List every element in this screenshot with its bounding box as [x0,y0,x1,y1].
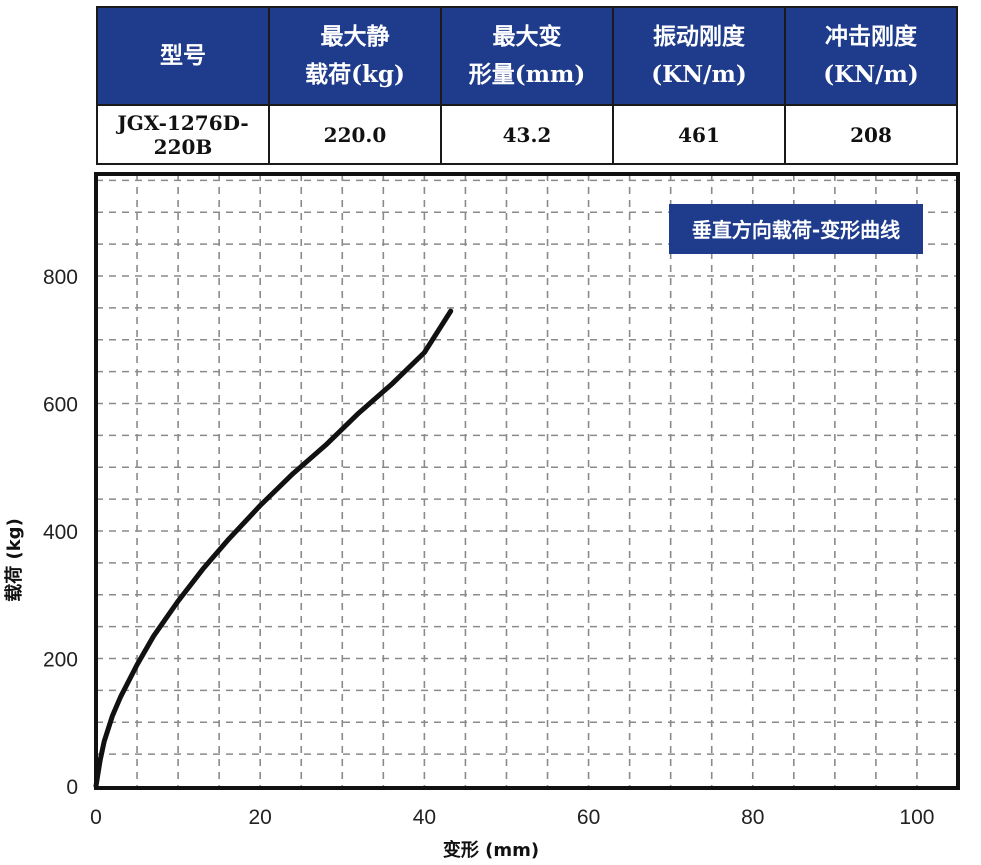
load-deformation-curve [93,308,454,789]
header-impact-stiffness-line2: (KN/m) [823,61,919,88]
header-impact-stiffness: 冲击刚度 (KN/m) [784,6,958,106]
header-vibration-stiffness: 振动刚度 (KN/m) [612,6,786,106]
header-max-static-load-line1: 最大静 [320,23,390,50]
header-vibration-stiffness-line2: (KN/m) [651,61,747,88]
header-max-deformation-line2: 形量(mm) [468,61,586,88]
chart-title: 垂直方向载荷-变形曲线 [692,218,900,242]
x-tick-label: 80 [741,806,764,829]
y-tick-label: 600 [43,394,78,417]
grid [96,174,958,786]
header-max-static-load-line2: 载荷(kg) [305,61,405,88]
value-max-deformation: 43.2 [440,104,614,165]
x-tick-label: 60 [577,806,600,829]
x-tick-label: 40 [413,806,436,829]
x-tick-label: 0 [90,806,102,829]
value-vibration-stiffness: 461 [612,104,786,165]
chart-title-background [669,204,923,254]
y-tick-label: 200 [43,649,78,672]
x-tick-label: 20 [249,806,272,829]
spec-table-value-row: JGX-1276D-220B 220.0 43.2 461 208 [96,104,958,165]
value-model: JGX-1276D-220B [96,104,270,165]
header-model-line1: 型号 [160,42,206,69]
chart-title-box: 垂直方向载荷-变形曲线 [669,204,923,254]
x-axis-title: 变形 (mm) [443,839,539,861]
header-vibration-stiffness-line1: 振动刚度 [653,23,745,50]
y-tick-label: 0 [66,776,78,799]
spec-table-header-row: 型号 最大静 载荷(kg) 最大变 形量(mm) 振动刚度 (KN/m) 冲击刚… [96,6,958,106]
header-max-deformation-line1: 最大变 [492,23,562,50]
header-model: 型号 [96,6,270,106]
y-axis-title: 载荷 (kg) [3,518,25,602]
y-tick-label: 800 [43,266,78,289]
value-max-static-load: 220.0 [268,104,442,165]
header-impact-stiffness-line1: 冲击刚度 [825,23,917,50]
header-max-static-load: 最大静 载荷(kg) [268,6,442,106]
x-tick-label: 100 [899,806,934,829]
y-tick-label: 400 [43,521,78,544]
axis-ticks: 0 20 40 60 80 100 0 200 400 600 800 [43,266,935,829]
plot-frame [94,172,960,790]
spec-table: 型号 最大静 载荷(kg) 最大变 形量(mm) 振动刚度 (KN/m) 冲击刚… [96,6,958,165]
value-impact-stiffness: 208 [784,104,958,165]
header-max-deformation: 最大变 形量(mm) [440,6,614,106]
